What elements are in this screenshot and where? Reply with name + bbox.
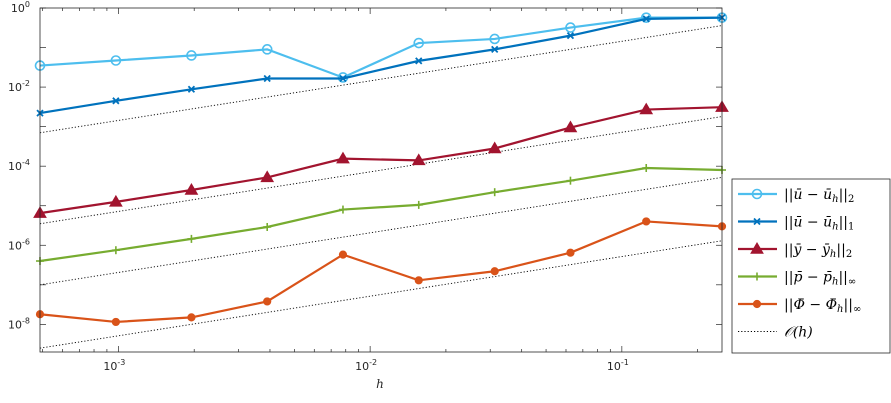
- data-point: [336, 151, 350, 164]
- legend-label: ||ū − ūh||1: [784, 215, 854, 233]
- data-point: [565, 22, 576, 33]
- data-point: [411, 153, 426, 166]
- y-tick-label: 100: [11, 0, 30, 15]
- data-point: [753, 272, 761, 281]
- legend-box: [731, 178, 891, 354]
- data-point: [112, 97, 120, 105]
- data-point: [338, 205, 347, 214]
- x-tick-label: 10-3: [103, 358, 125, 373]
- data-point: [414, 276, 423, 285]
- data-point: [489, 33, 500, 45]
- series-lines: [33, 12, 729, 327]
- data-point: [563, 120, 578, 133]
- series-line: [39, 220, 723, 324]
- y-tick-label: 10-4: [8, 158, 30, 173]
- data-point: [187, 85, 196, 93]
- x-mark: [187, 85, 196, 93]
- y-tick-label: 10-2: [8, 79, 30, 94]
- data-point: [751, 188, 763, 200]
- legend-label: 𝒪(h): [784, 325, 813, 341]
- data-point: [110, 55, 122, 66]
- x-mark: [339, 74, 347, 83]
- axes: 10-3 10-2 10-1 100 10-2 10-4 10-6 10-8: [8, 0, 723, 373]
- data-point: [339, 74, 347, 83]
- data-point: [263, 297, 272, 306]
- data-point: [490, 267, 499, 276]
- x-mark: [642, 15, 650, 23]
- data-point: [752, 299, 762, 309]
- series-5: [35, 217, 727, 327]
- x-tick-label: 10-1: [607, 358, 629, 373]
- data-point: [566, 32, 575, 40]
- legend-label: ||p̄ − p̄h||∞: [784, 270, 856, 288]
- data-point: [263, 74, 271, 83]
- data-point: [184, 183, 199, 195]
- data-point: [111, 246, 120, 255]
- data-point: [566, 176, 575, 185]
- x-mark: [566, 32, 575, 40]
- data-point: [566, 248, 575, 257]
- series-line: [39, 16, 722, 79]
- legend-entry: ||Φ̄ − Φ̄h||∞: [738, 297, 861, 315]
- data-point: [490, 188, 499, 197]
- legend: ||ū − ūh||2 ||ū − ūh||1 ||ȳ − ȳh||2 |…: [731, 178, 891, 354]
- series-line: [39, 166, 723, 263]
- series-line: [39, 106, 723, 215]
- series-4: [36, 163, 726, 266]
- plot-area: [40, 8, 722, 352]
- data-point: [187, 313, 196, 322]
- data-point: [187, 234, 196, 243]
- axes-box: [39, 7, 723, 353]
- legend-entry: ||ȳ − ȳh||2: [738, 242, 852, 260]
- x-mark: [415, 57, 423, 65]
- data-point: [414, 200, 423, 209]
- data-point: [750, 242, 764, 254]
- x-tick-label: 10-2: [355, 358, 377, 373]
- data-point: [109, 194, 123, 207]
- legend-label: ||ȳ − ȳh||2: [784, 242, 852, 260]
- legend-entry: ||ū − ūh||2: [738, 187, 854, 205]
- data-point: [639, 102, 654, 115]
- data-point: [111, 317, 120, 327]
- y-tick-label: 10-8: [8, 316, 30, 331]
- data-point: [413, 37, 425, 49]
- legend-entry: 𝒪(h): [738, 325, 813, 341]
- x-mark: [112, 97, 120, 105]
- data-point: [415, 57, 423, 65]
- data-point: [263, 222, 272, 231]
- data-point: [642, 217, 651, 226]
- legend-entry: ||ū − ūh||1: [738, 215, 854, 233]
- data-point: [640, 12, 652, 23]
- data-point: [186, 50, 197, 61]
- data-point: [753, 217, 761, 226]
- legend-label: ||Φ̄ − Φ̄h||∞: [784, 297, 861, 315]
- legend-entry: ||p̄ − p̄h||∞: [738, 270, 856, 288]
- x-axis-title: h: [376, 377, 384, 391]
- data-point: [642, 163, 651, 172]
- data-point: [487, 141, 502, 154]
- x-mark: [263, 74, 271, 83]
- x-mark: [491, 45, 499, 53]
- series-line: [39, 16, 723, 115]
- data-point: [338, 250, 348, 259]
- data-point: [260, 170, 275, 183]
- plot-background: [40, 8, 722, 352]
- data-point: [261, 44, 273, 55]
- legend-label: ||ū − ūh||2: [784, 187, 854, 205]
- data-point: [491, 45, 499, 53]
- y-tick-label: 10-6: [8, 237, 30, 252]
- x-mark: [753, 217, 761, 226]
- data-point: [642, 15, 650, 23]
